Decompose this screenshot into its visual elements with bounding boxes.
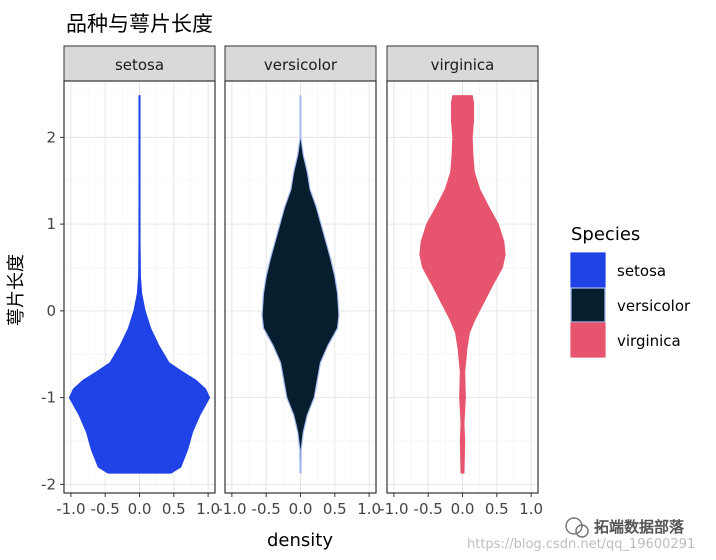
y-tick-label: -1 [41, 389, 56, 407]
legend-label-virginica: virginica [617, 332, 681, 350]
facet-virginica: virginica -1.0 -0.5 0.0 0.5 1.0 [379, 45, 543, 518]
facet-label-versicolor: versicolor [264, 56, 338, 74]
facet-versicolor: versicolor -1.0 -0.5 0.0 0.5 1.0 [217, 45, 381, 518]
legend-label-versicolor: versicolor [617, 297, 691, 315]
x-tick-label: 0.5 [162, 500, 186, 518]
facet-strip-setosa [63, 45, 216, 82]
x-tick-label: 1.0 [357, 500, 381, 518]
chart-title: 品种与萼片长度 [66, 12, 213, 36]
legend-key-setosa [570, 252, 606, 288]
x-tick-label: 0.0 [289, 500, 313, 518]
legend-key-virginica [570, 322, 606, 358]
wechat-icon [565, 517, 583, 535]
watermark-brand: 拓端数据部落 [594, 518, 685, 536]
x-tick-label: 1.0 [196, 500, 220, 518]
x-tick-label: -0.5 [91, 500, 120, 518]
violin-virginica [419, 95, 506, 474]
x-tick-label: 0.0 [451, 500, 475, 518]
y-axis: -2 -1 0 1 2 [41, 128, 64, 493]
x-tick-label: -0.5 [252, 500, 281, 518]
legend-title: Species [571, 224, 640, 245]
watermark: 拓端数据部落 https://blog.csdn.net/qq_19600291 [467, 517, 695, 552]
wechat-icon-small [575, 524, 589, 538]
watermark-url: https://blog.csdn.net/qq_19600291 [467, 537, 695, 552]
x-tick-label: -0.5 [414, 500, 443, 518]
y-tick-label: -2 [41, 475, 56, 493]
x-tick-label: -1.0 [56, 500, 85, 518]
y-tick-label: 1 [46, 215, 56, 233]
x-tick-label: 0.0 [128, 500, 152, 518]
x-tick-label: -1.0 [217, 500, 246, 518]
facet-label-setosa: setosa [115, 56, 164, 74]
y-tick-label: 2 [46, 128, 56, 146]
violin-versicolor [261, 95, 340, 474]
facet-setosa: setosa -1.0 -0.5 0.0 0.5 1.0 [56, 45, 220, 518]
violin-setosa [68, 95, 211, 474]
legend-key-versicolor [570, 287, 606, 323]
y-axis-title: 萼片长度 [6, 254, 27, 326]
y-tick-label: 0 [46, 302, 56, 320]
legend-label-setosa: setosa [617, 262, 666, 280]
x-tick-label: 0.5 [323, 500, 347, 518]
facet-label-virginica: virginica [431, 56, 495, 74]
legend: Species setosa versicolor virginica [570, 224, 691, 358]
x-tick-label: 0.5 [485, 500, 509, 518]
x-tick-label: 1.0 [519, 500, 543, 518]
x-tick-label: -1.0 [379, 500, 408, 518]
facet-panels: setosa -1.0 -0.5 0.0 0.5 1.0 versicolor -1.0 -0.… [56, 45, 543, 518]
x-axis-title: density [267, 530, 333, 551]
facet-strip-versicolor [224, 45, 377, 82]
